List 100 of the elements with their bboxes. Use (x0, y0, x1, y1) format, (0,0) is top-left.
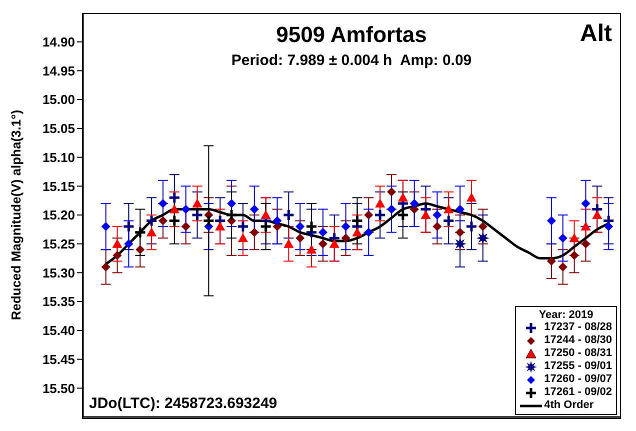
point (352, 227, 362, 236)
legend-label: 17255 - 09/01 (544, 360, 612, 373)
point (476, 232, 490, 245)
point (124, 239, 134, 248)
point (158, 198, 168, 208)
point (181, 204, 190, 214)
point (456, 204, 465, 214)
point (364, 228, 374, 237)
point (454, 237, 467, 250)
point (456, 228, 465, 237)
point (272, 216, 282, 226)
legend-label: 17237 - 08/28 (544, 321, 612, 334)
point (546, 216, 556, 226)
point (284, 238, 294, 248)
y-tick-label: 15.35 (42, 294, 75, 310)
point (282, 208, 295, 222)
point (145, 214, 158, 228)
point (122, 220, 135, 233)
y-tick-label: 15.15 (42, 178, 75, 194)
point (466, 192, 476, 202)
point (398, 192, 408, 202)
point (558, 262, 568, 272)
point (158, 216, 168, 226)
point (581, 239, 590, 248)
point (181, 222, 190, 232)
y-tick-label: 14.90 (42, 34, 75, 50)
y-tick-label: 14.95 (42, 63, 75, 78)
point (442, 214, 455, 228)
point (296, 234, 305, 243)
text: Period: 7.989 ± 0.004 h Amp: 0.09 (230, 52, 473, 69)
point (329, 238, 340, 248)
legend-label: 17260 - 09/07 (544, 373, 612, 386)
point (227, 198, 236, 208)
point (396, 208, 410, 222)
point (581, 198, 590, 208)
point (236, 220, 250, 233)
point (192, 198, 202, 208)
point (318, 239, 328, 248)
point (558, 234, 568, 243)
point (305, 220, 318, 233)
y-tick-label: 15.30 (42, 265, 75, 280)
legend-label: 17261 - 09/02 (544, 386, 612, 399)
point (569, 233, 580, 242)
annotation: JDo(LTC): 2458723.693249 (89, 395, 278, 412)
point (420, 210, 431, 219)
point (478, 222, 488, 232)
point (444, 204, 454, 214)
point (604, 222, 614, 232)
point (225, 208, 238, 222)
point (375, 198, 386, 208)
y-axis-title: Reduced Magnitude(V) alpha(3.1°) (8, 110, 24, 320)
point (432, 210, 442, 220)
point (341, 222, 350, 232)
point (364, 210, 374, 220)
point (260, 210, 271, 219)
point (250, 228, 259, 237)
point (215, 222, 226, 231)
point (260, 220, 272, 233)
point (136, 245, 145, 254)
point (250, 204, 259, 214)
point (341, 234, 350, 243)
point (101, 262, 110, 272)
point (410, 198, 419, 208)
point (296, 222, 305, 232)
y-tick-label: 15.25 (42, 236, 75, 252)
annotation: Alt (580, 20, 612, 48)
point (432, 222, 442, 232)
point (386, 204, 396, 214)
y-tick-label: 15.45 (42, 352, 75, 367)
point (146, 227, 157, 236)
point (465, 220, 478, 233)
point (168, 191, 181, 204)
legend-label: 4th Order (544, 399, 594, 412)
legend-label: 17250 - 08/31 (544, 347, 612, 360)
y-tick-label: 15.50 (42, 380, 75, 396)
point (168, 214, 181, 228)
y-tick-label: 15.05 (42, 121, 75, 136)
y-tick-label: 15.10 (42, 150, 75, 165)
y-tick-label: 15.00 (42, 92, 75, 108)
point (112, 238, 122, 248)
y-tick-label: 15.20 (42, 208, 75, 223)
point (202, 214, 215, 228)
point (101, 222, 110, 232)
point (134, 226, 146, 239)
legend-title: Year: 2019 (538, 309, 594, 321)
point (386, 187, 396, 196)
point (350, 214, 364, 228)
y-tick-label: 15.40 (42, 323, 75, 338)
point (546, 256, 556, 266)
point (570, 250, 579, 260)
point (238, 233, 248, 242)
point (580, 222, 591, 231)
point (374, 208, 386, 222)
point (112, 250, 122, 260)
chart-title: 9509 Amfortas (276, 22, 427, 47)
point (318, 228, 328, 237)
point (592, 210, 602, 219)
point (306, 244, 317, 254)
point (169, 204, 180, 214)
legend-label: 17244 - 08/30 (544, 334, 612, 347)
